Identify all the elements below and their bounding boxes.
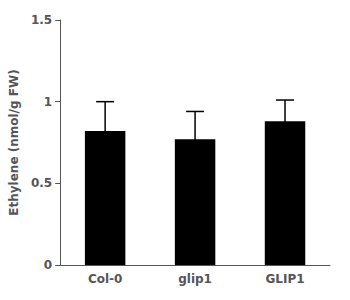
- svg-text:0.5: 0.5: [31, 176, 52, 190]
- svg-text:1: 1: [44, 95, 52, 109]
- svg-text:GLIP1: GLIP1: [265, 272, 304, 286]
- svg-text:Col-0: Col-0: [88, 272, 123, 286]
- svg-text:Ethylene (nmol/g FW): Ethylene (nmol/g FW): [7, 69, 21, 215]
- svg-text:1.5: 1.5: [31, 13, 52, 27]
- svg-text:glip1: glip1: [178, 272, 212, 286]
- svg-text:0: 0: [44, 258, 52, 272]
